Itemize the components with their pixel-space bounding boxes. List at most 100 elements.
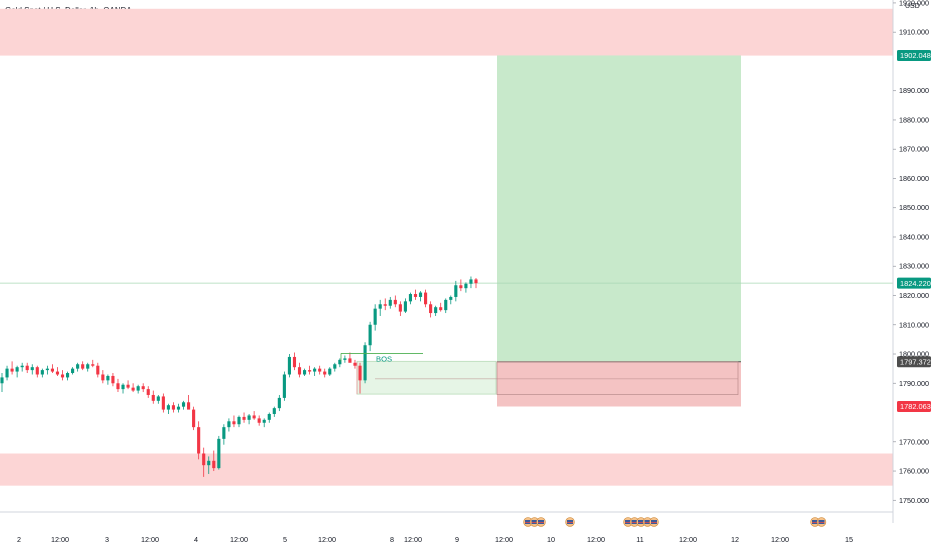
candle (393, 295, 397, 308)
candle (338, 358, 342, 368)
position-tool[interactable] (356, 55, 741, 407)
economic-event-icon[interactable] (629, 517, 640, 527)
candle (242, 412, 246, 423)
candle (136, 384, 140, 394)
x-tick-label: 12:00 (587, 535, 605, 544)
candle (297, 362, 302, 378)
candle (40, 368, 44, 378)
candle (257, 415, 261, 426)
candle (439, 302, 443, 312)
candle (156, 394, 160, 404)
candle (106, 374, 110, 385)
x-tick-label: 12:00 (495, 535, 513, 544)
svg-text:1797.372: 1797.372 (900, 357, 931, 366)
x-tick-label: 8 (390, 535, 394, 544)
x-tick-label: 12 (731, 535, 739, 544)
candle (217, 435, 221, 470)
candle (111, 373, 115, 387)
stop-area[interactable] (497, 361, 741, 407)
y-tick-label: 1880.000 (899, 115, 929, 124)
y-tick-label: 1860.000 (899, 174, 929, 183)
candle (171, 402, 176, 413)
y-tick-label: 1810.000 (899, 320, 929, 329)
candle (151, 390, 155, 404)
candles-layer (0, 276, 478, 477)
x-tick-label: 12:00 (51, 535, 69, 544)
y-tick-label: 1830.000 (899, 262, 929, 271)
candle (207, 456, 211, 474)
candle (222, 424, 226, 445)
candle (71, 367, 75, 375)
x-tick-label: 11 (636, 535, 643, 544)
candle (45, 365, 49, 375)
price-tags-layer: 1902.048 1824.220 1797.372 1782.063 (897, 49, 931, 412)
candle (408, 292, 413, 305)
y-tick-label: 1850.000 (899, 203, 929, 212)
events-layer (523, 517, 827, 527)
demand-zone[interactable] (0, 453, 893, 486)
candle (192, 406, 196, 431)
zones-layer (0, 8, 893, 486)
x-tick-label: 12:00 (404, 535, 422, 544)
candle (267, 412, 271, 423)
x-tick-label: 12:00 (771, 535, 789, 544)
x-tick-label: 15 (845, 535, 853, 544)
candle (141, 383, 145, 393)
x-tick-label: 12:00 (230, 535, 248, 544)
annotations-layer: BOS (340, 353, 423, 363)
candle (434, 305, 438, 316)
x-tick-label: 12:00 (141, 535, 159, 544)
x-tick-label: 10 (547, 535, 555, 544)
economic-event-icon[interactable] (816, 517, 827, 527)
candle (449, 295, 453, 305)
candle (454, 280, 458, 302)
candle (161, 393, 165, 413)
economic-event-icon[interactable] (565, 517, 575, 527)
candle (15, 365, 19, 378)
candle (368, 321, 372, 352)
order-block-zone[interactable] (356, 360, 497, 395)
y-tick-label: 1840.000 (899, 232, 929, 241)
economic-event-icon[interactable] (536, 517, 546, 527)
candle (131, 383, 135, 393)
candle (302, 368, 307, 376)
y-tick-label: 1890.000 (899, 86, 929, 95)
x-tick-label: 3 (105, 535, 109, 544)
candle (308, 365, 312, 375)
candle (60, 370, 65, 381)
supply-zone[interactable] (0, 8, 893, 56)
price-tag: 1902.048 (897, 49, 931, 61)
candle (333, 362, 337, 372)
candle (197, 421, 201, 460)
candle (237, 415, 241, 428)
candle (181, 400, 186, 410)
profit-area[interactable] (497, 55, 741, 362)
candle (424, 289, 428, 308)
candle (116, 378, 120, 393)
candle (35, 365, 39, 378)
candle (247, 413, 251, 425)
y-tick-label: 1750.000 (899, 496, 929, 505)
y-tick-label: 1820.000 (899, 291, 929, 300)
price-tag: 1797.372 (897, 356, 931, 368)
candle (212, 450, 216, 472)
price-tag: 1782.063 (897, 400, 931, 412)
candle (227, 418, 231, 432)
candle (398, 301, 402, 316)
economic-event-icon[interactable] (649, 517, 659, 527)
candle (388, 296, 392, 309)
y-tick-label: 1920.000 (899, 0, 929, 7)
candle (86, 362, 90, 372)
candle (444, 298, 448, 314)
candle (378, 299, 382, 316)
candle (232, 415, 236, 428)
candle (277, 394, 281, 412)
candle (121, 383, 125, 394)
candle (429, 301, 433, 318)
currency-label[interactable]: USD (905, 3, 920, 10)
candle (20, 362, 24, 372)
y-tick-label: 1800.000 (899, 350, 929, 359)
candle (101, 370, 105, 384)
candle (272, 406, 276, 417)
